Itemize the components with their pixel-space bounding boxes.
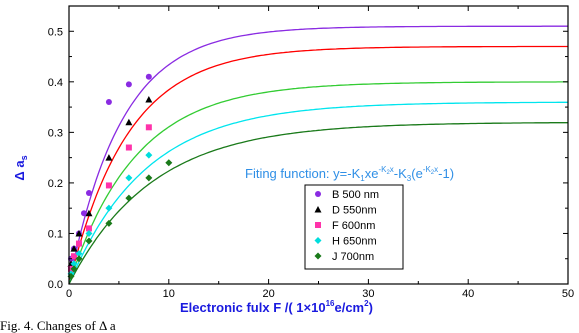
fit-curve-2 — [68, 45, 568, 285]
y-tick-label: 0.2 — [48, 178, 63, 190]
legend-label: B 500 nm — [332, 189, 379, 201]
x-axis-title: Electronic fulx F /( 1×1016e/cm2) — [180, 299, 373, 315]
data-point-series-5 — [165, 159, 173, 167]
y-axis-title: Δ as — [12, 155, 29, 180]
data-point-series-4 — [75, 250, 83, 258]
data-point-series-2 — [125, 118, 133, 126]
data-point-series-5 — [75, 255, 83, 263]
legend-label: F 600nm — [332, 220, 375, 232]
axes: 0 10 20 30 40 50 0.0 0.1 0.2 0.3 0.4 0.5 — [48, 5, 574, 300]
data-point-series-2 — [85, 209, 93, 217]
x-tick-label: 30 — [362, 288, 374, 300]
data-point-series-5 — [145, 174, 153, 182]
data-point-series-2 — [145, 96, 153, 103]
data-point-series-3 — [85, 225, 92, 232]
x-tick-label: 40 — [462, 288, 474, 300]
data-point-series-3 — [75, 240, 82, 247]
fit-curves — [68, 25, 568, 285]
x-tick-label: 20 — [262, 288, 274, 300]
y-tick-label: 0.4 — [48, 77, 63, 89]
data-point-series-5 — [85, 237, 93, 245]
x-tick-label: 50 — [562, 288, 574, 300]
fit-curve-5 — [68, 122, 568, 285]
legend-marker — [314, 206, 322, 213]
fit-curve-3 — [68, 81, 568, 285]
x-tick-label: 10 — [163, 288, 175, 300]
data-point-series-1 — [145, 73, 152, 80]
figure-caption: Fig. 4. Changes of Δ a — [0, 319, 116, 333]
fit-curve-4 — [68, 101, 568, 285]
legend-marker — [314, 252, 322, 260]
data-point-series-4 — [125, 174, 133, 182]
data-point-series-3 — [125, 144, 132, 151]
legend-label: J 700nm — [332, 251, 374, 263]
fit-function-annotation: Fiting function: y=-K1xe-K2x-K3(e-K2x-1) — [245, 165, 454, 183]
data-point-series-4 — [70, 260, 78, 268]
data-point-series-4 — [85, 229, 93, 237]
data-point-series-3 — [145, 124, 152, 131]
data-point-series-1 — [85, 190, 92, 197]
data-point-series-2 — [75, 229, 83, 237]
legend-label: D 550nm — [332, 205, 377, 217]
fit-curve-1 — [68, 25, 568, 285]
data-point-series-3 — [70, 253, 77, 260]
y-tick-label: 0.5 — [48, 26, 63, 38]
data-point-series-5 — [125, 194, 133, 202]
x-tick-label: 0 — [66, 288, 72, 300]
legend-marker — [315, 191, 321, 197]
data-point-series-1 — [80, 210, 87, 217]
y-tick-label: 0.0 — [48, 279, 63, 291]
legend-marker — [314, 237, 322, 244]
data-point-series-2 — [70, 245, 78, 252]
legend-marker — [315, 222, 321, 228]
y-tick-label: 0.1 — [48, 228, 63, 240]
data-point-series-5 — [70, 265, 78, 273]
data-point-series-2 — [105, 154, 113, 161]
data-point-series-3 — [105, 182, 112, 189]
chart: 0 10 20 30 40 50 0.0 0.1 0.2 0.3 0.4 0.5 Fiting fun… — [12, 5, 574, 315]
data-point-series-1 — [125, 81, 132, 88]
legend: B 500 nm D 550nm F 600nm H 650nm J 700nm — [304, 184, 404, 270]
data-point-series-5 — [105, 219, 113, 227]
data-point-series-4 — [105, 204, 113, 212]
data-point-series-4 — [145, 151, 153, 159]
legend-label: H 650nm — [332, 236, 377, 248]
y-tick-label: 0.3 — [48, 127, 63, 139]
data-point-series-1 — [105, 99, 112, 106]
